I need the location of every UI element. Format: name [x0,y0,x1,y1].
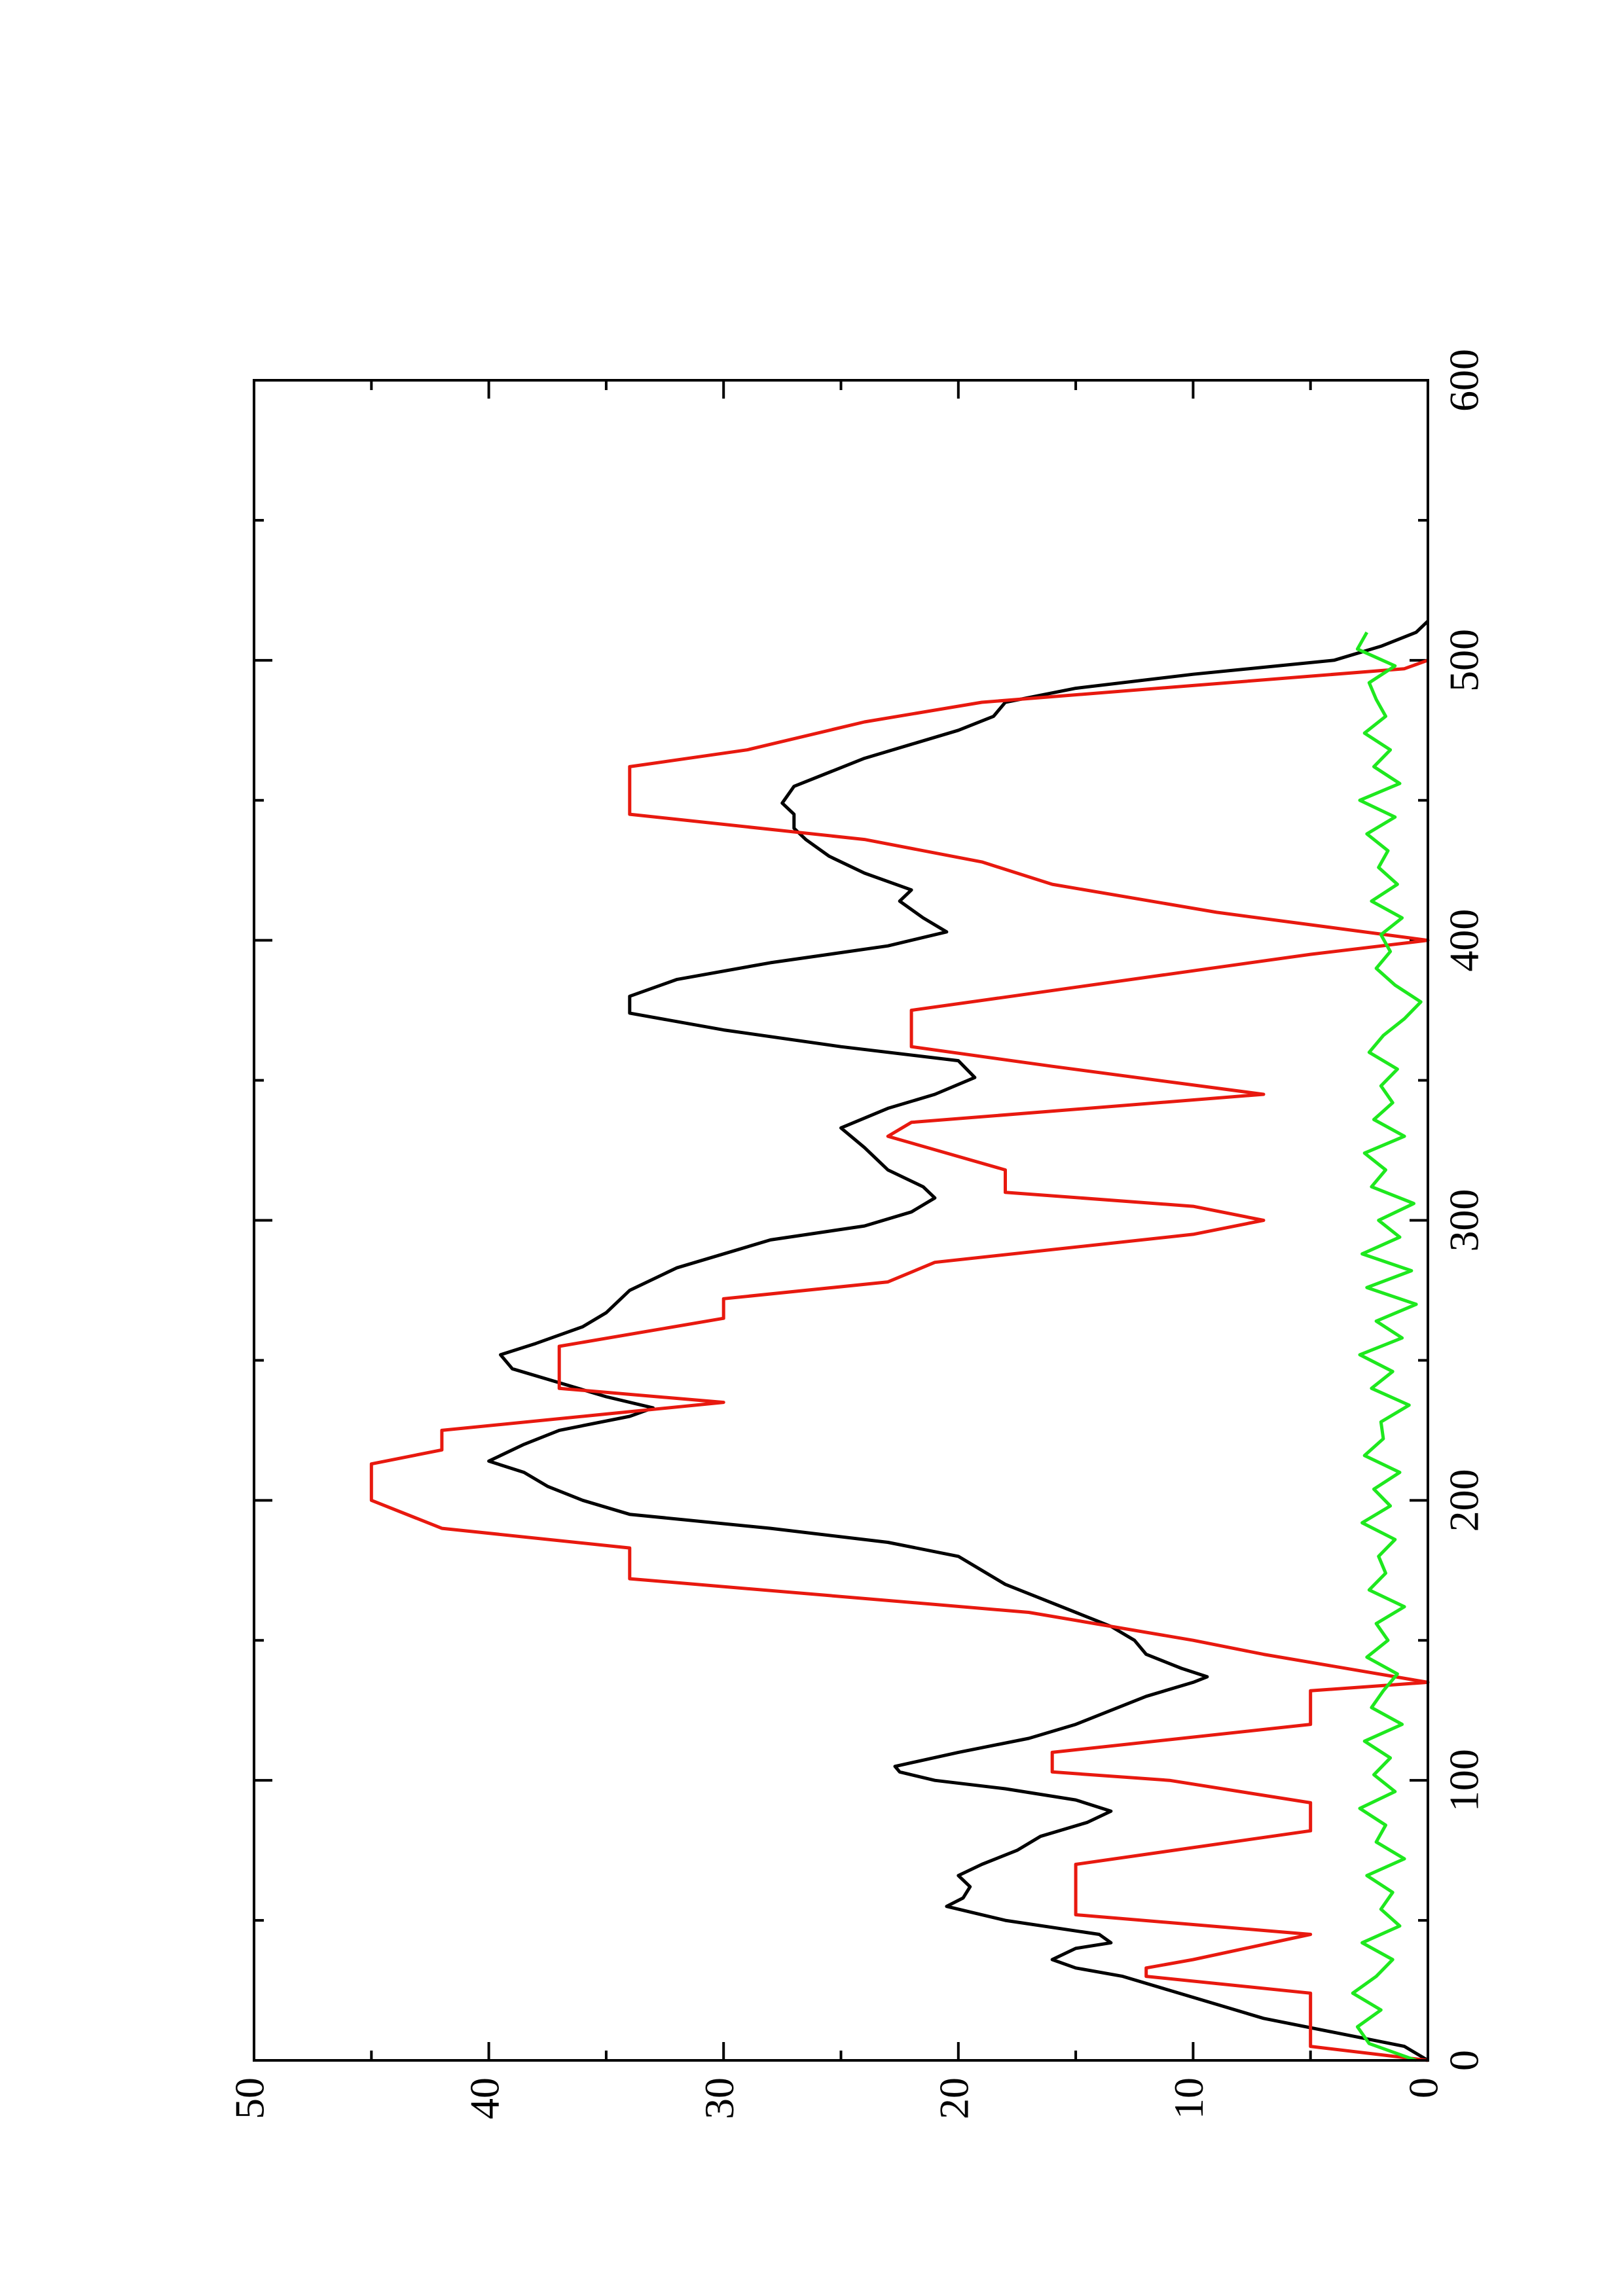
data-line [369,658,1430,2062]
x-tick-label: 500 [1441,629,1487,692]
data-line [1351,631,1423,2062]
rotated-chart: 0 100 200 300 400 500 600 0 10 20 30 40 50 [227,349,1487,2119]
y-tick-label: 0 [1400,2077,1447,2098]
x-tick-label: 600 [1441,349,1487,412]
x-tick-label: 200 [1441,1469,1487,1532]
y-tick-label: 20 [930,2077,977,2119]
x-tick-label: 100 [1441,1749,1487,1812]
y-tick-label: 40 [461,2077,507,2119]
plot-frame [253,379,1429,2062]
x-tick-label: 300 [1441,1189,1487,1252]
y-tick-label: 30 [696,2077,742,2119]
x-tick-label: 0 [1441,2050,1487,2071]
x-tick-label: 400 [1441,909,1487,972]
y-tick-label: 50 [227,2077,273,2119]
y-tick-label: 10 [1165,2077,1212,2119]
